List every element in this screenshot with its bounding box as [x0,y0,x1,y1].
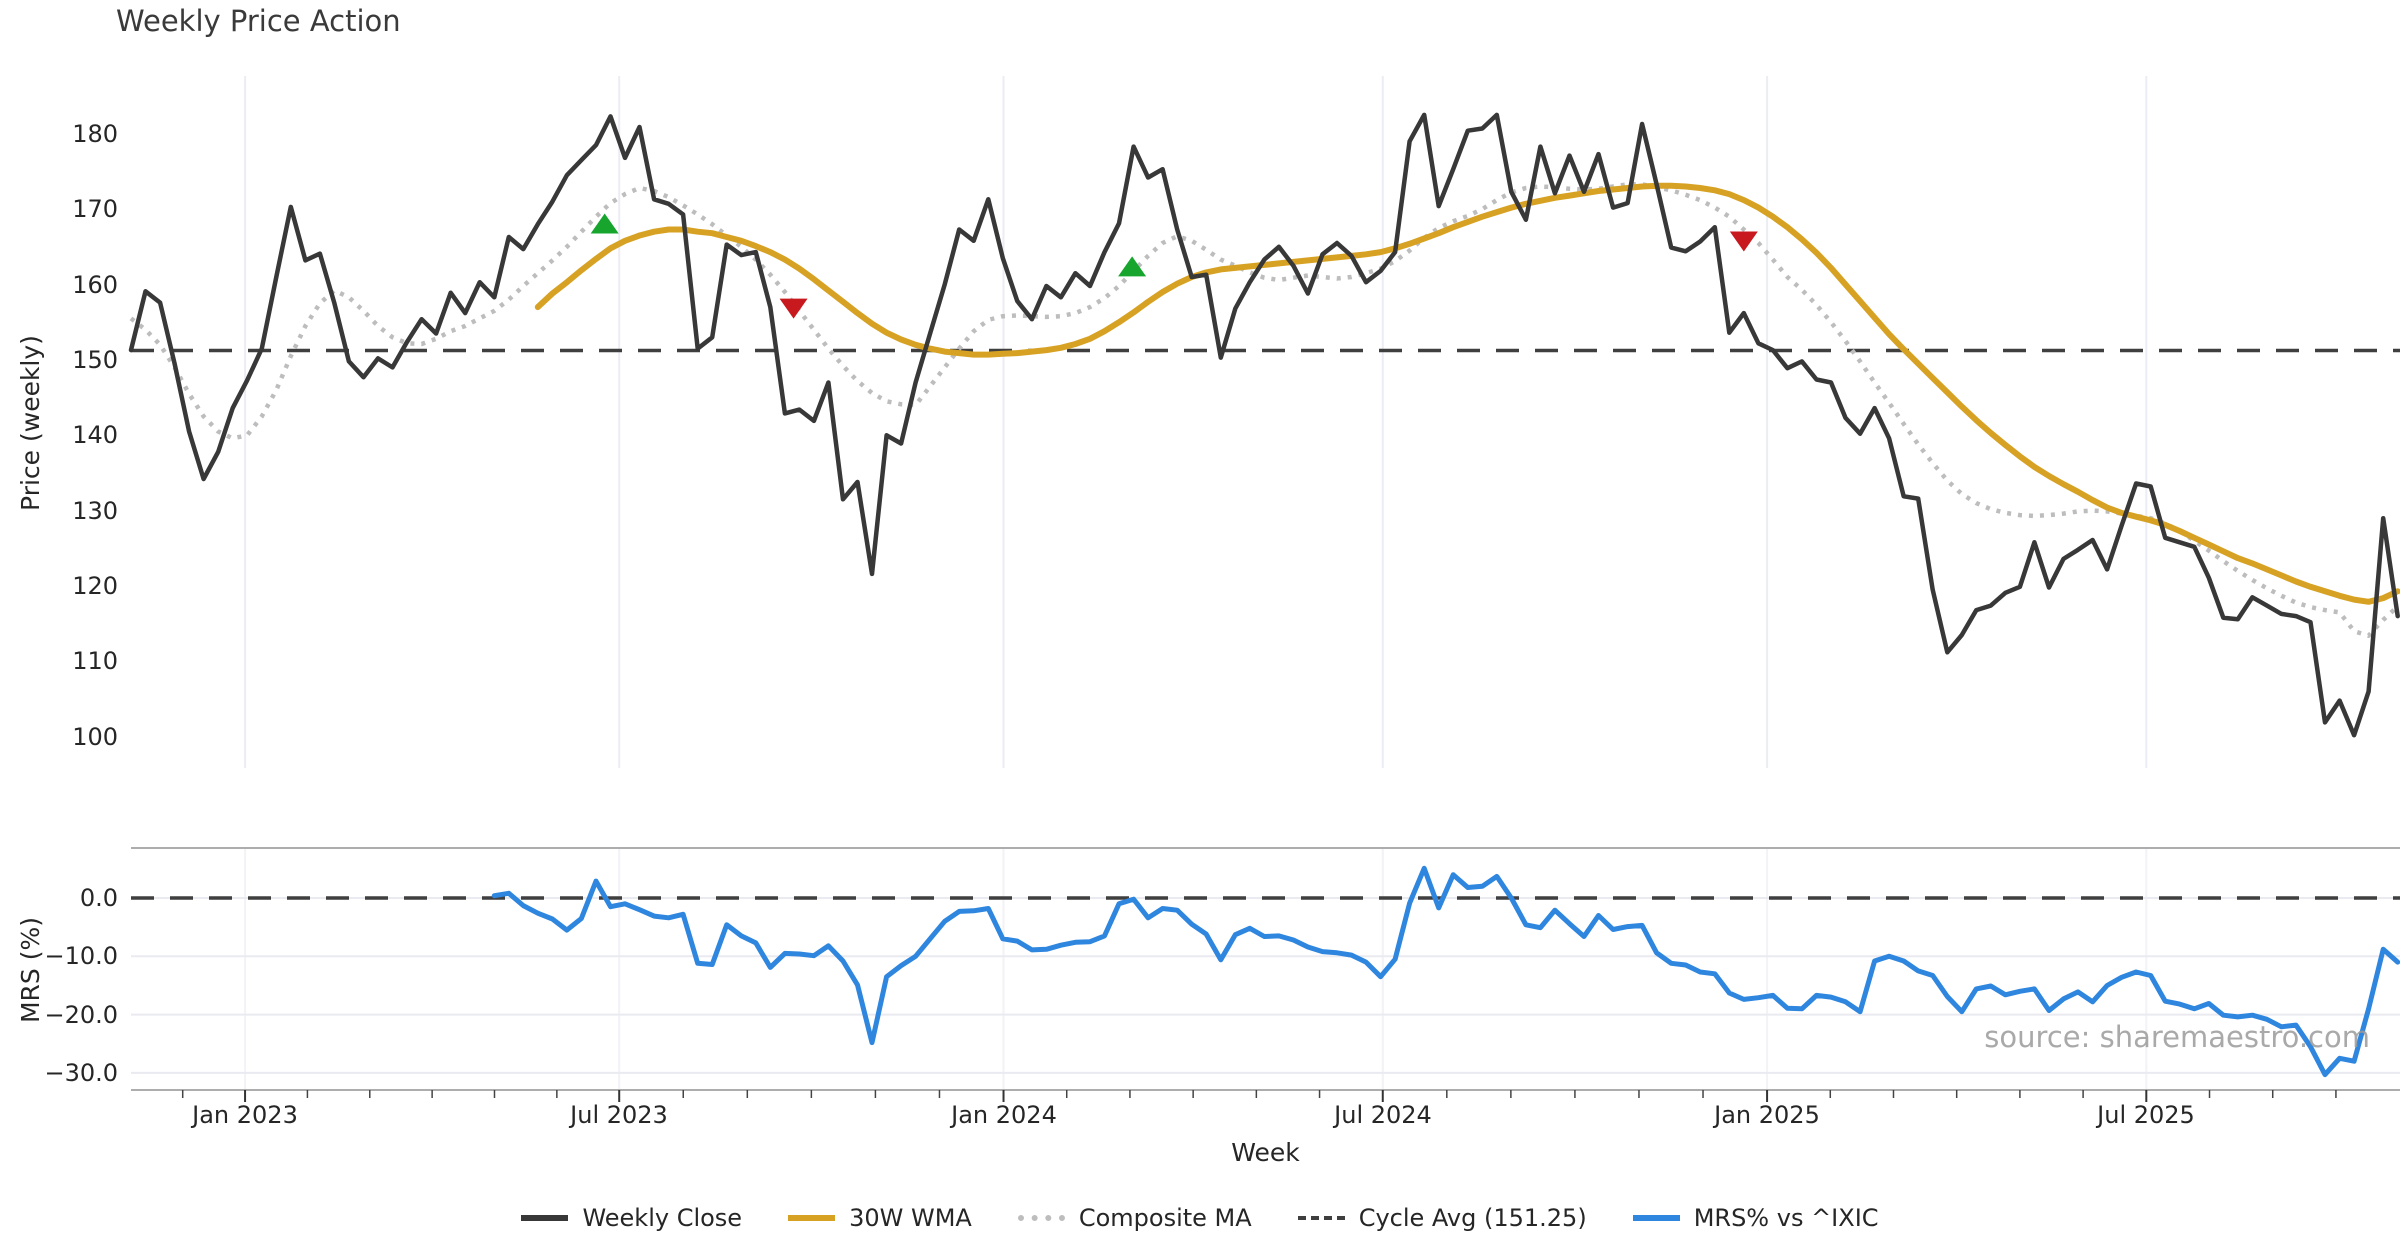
price-tick-label: 140 [72,421,118,449]
composite-ma-line [129,182,2400,638]
legend-label: 30W WMA [849,1204,972,1232]
legend-item-weekly-close: Weekly Close [521,1204,742,1232]
price-tick-label: 150 [72,346,118,374]
legend-label: Cycle Avg (151.25) [1358,1204,1587,1232]
legend-line-sample-icon [1297,1216,1345,1220]
legend-item-mrs-vs-ixic: MRS% vs ^IXIC [1632,1204,1879,1232]
x-tick-label: Jan 2025 [1714,1101,1820,1129]
legend-item-composite-ma: Composite MA [1017,1204,1252,1232]
price-tick-label: 180 [72,120,118,148]
x-tick-label: Jul 2023 [570,1101,668,1129]
legend-item-30w-wma: 30W WMA [788,1204,972,1232]
sell-marker [1729,231,1758,252]
price-tick-label: 110 [72,647,118,675]
legend-line-sample-icon [1017,1215,1065,1221]
mrs-tick-label: −30.0 [44,1059,118,1087]
legend-line-sample-icon [1632,1215,1680,1221]
buy-marker [590,213,619,234]
mrs-tick-label: −20.0 [44,1001,118,1029]
x-tick-label: Jan 2023 [192,1101,298,1129]
legend-line-sample-icon [788,1215,836,1221]
legend-label: Composite MA [1078,1204,1252,1232]
price-tick-label: 100 [72,723,118,751]
legend-item-cycle-avg-151-25-: Cycle Avg (151.25) [1297,1204,1587,1232]
chart-title: Weekly Price Action [116,4,401,38]
source-watermark: source: sharemaestro.com [1984,1020,2370,1054]
legend-label: Weekly Close [582,1204,743,1232]
x-tick-label: Jul 2024 [1334,1101,1432,1129]
price-tick-label: 160 [72,271,118,299]
legend-line-sample-icon [521,1215,569,1221]
weekly-close-line [128,112,2400,738]
buy-marker [1118,256,1147,277]
price-tick-label: 120 [72,572,118,600]
legend-label: MRS% vs ^IXIC [1693,1204,1879,1232]
price-tick-label: 170 [72,195,118,223]
mrs-line [491,865,2400,1078]
x-tick-label: Jan 2024 [951,1101,1057,1129]
chart-legend: Weekly Close 30W WMA Composite MA Cycle Avg… [0,1204,2400,1232]
wma-line [534,182,2400,605]
mrs-tick-label: 0.0 [79,884,118,912]
x-tick-label: Jul 2025 [2097,1101,2195,1129]
sell-marker [779,298,808,319]
price-tick-label: 130 [72,497,118,525]
x-axis-label: Week [1231,1138,1300,1167]
mrs-tick-label: −10.0 [44,942,118,970]
